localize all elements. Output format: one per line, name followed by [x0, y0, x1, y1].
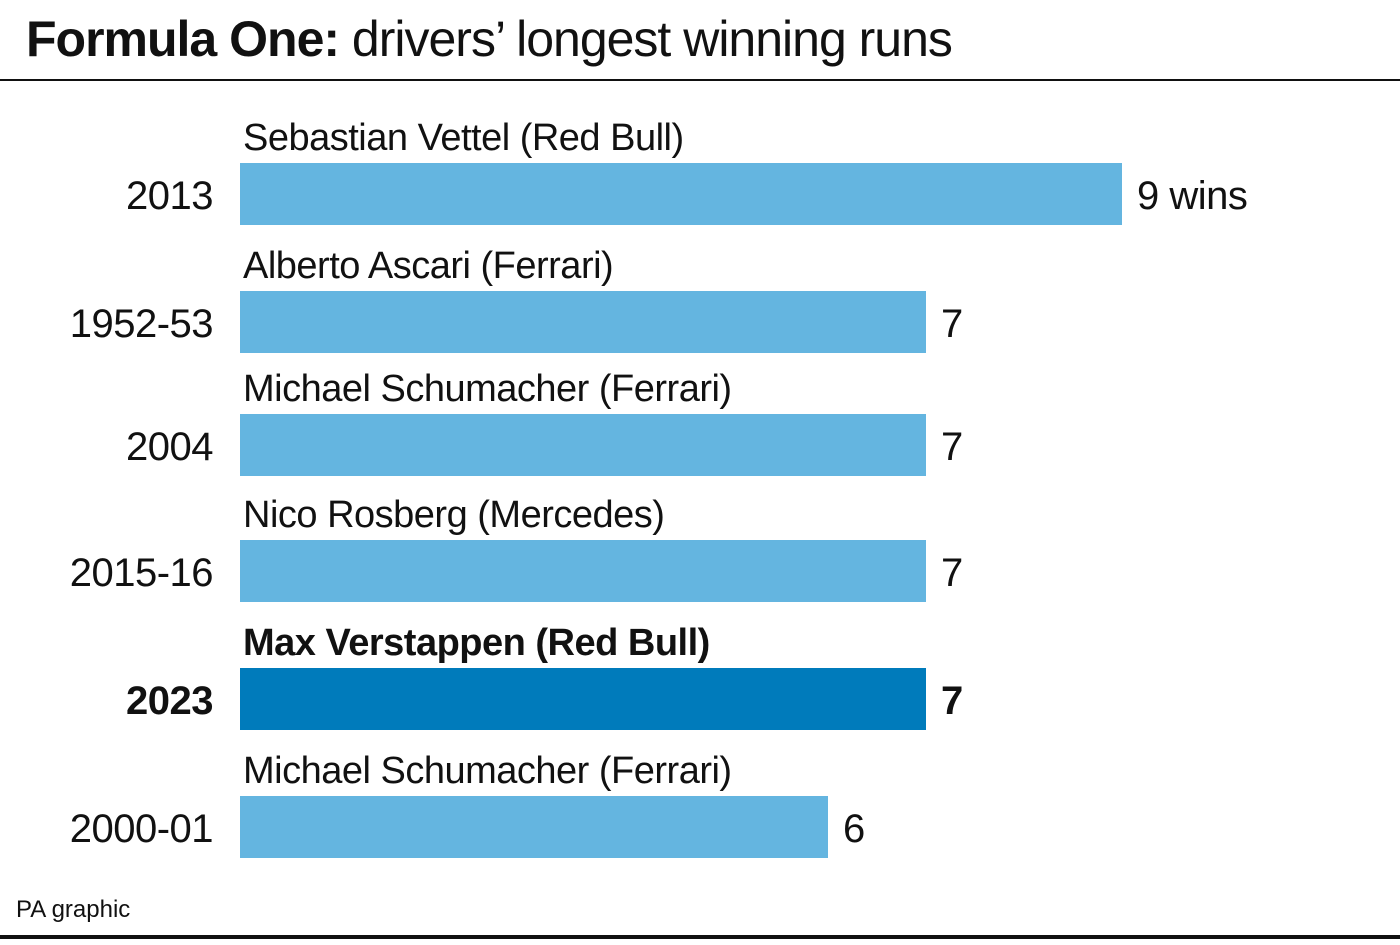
chart-title-rest: drivers’ longest winning runs — [339, 11, 953, 67]
year-label: 2000-01 — [70, 807, 213, 851]
year-label: 2023 — [126, 679, 213, 723]
value-label: 6 — [843, 807, 865, 851]
year-label: 2013 — [126, 174, 213, 218]
year-label: 1952-53 — [70, 302, 213, 346]
driver-label: Sebastian Vettel (Red Bull) — [243, 117, 684, 159]
bar — [240, 163, 1122, 225]
chart-title: Formula One: drivers’ longest winning ru… — [26, 6, 953, 72]
driver-label: Nico Rosberg (Mercedes) — [243, 494, 664, 536]
bar-highlighted — [240, 668, 926, 730]
driver-label: Michael Schumacher (Ferrari) — [243, 368, 732, 410]
driver-label: Max Verstappen (Red Bull) — [243, 622, 710, 664]
bar — [240, 796, 828, 858]
driver-label: Michael Schumacher (Ferrari) — [243, 750, 732, 792]
bar — [240, 414, 926, 476]
bar — [240, 291, 926, 353]
source-credit: PA graphic — [16, 896, 131, 923]
year-label: 2004 — [126, 425, 213, 469]
value-label: 7 — [941, 302, 963, 346]
value-label: 7 — [941, 551, 963, 595]
title-divider — [0, 79, 1400, 81]
bar — [240, 540, 926, 602]
value-label: 7 — [941, 425, 963, 469]
bottom-divider — [0, 935, 1400, 939]
value-label: 9 wins — [1137, 174, 1247, 218]
year-label: 2015-16 — [70, 551, 213, 595]
chart-title-bold: Formula One: — [26, 11, 340, 67]
value-label: 7 — [941, 679, 963, 723]
driver-label: Alberto Ascari (Ferrari) — [243, 245, 613, 287]
